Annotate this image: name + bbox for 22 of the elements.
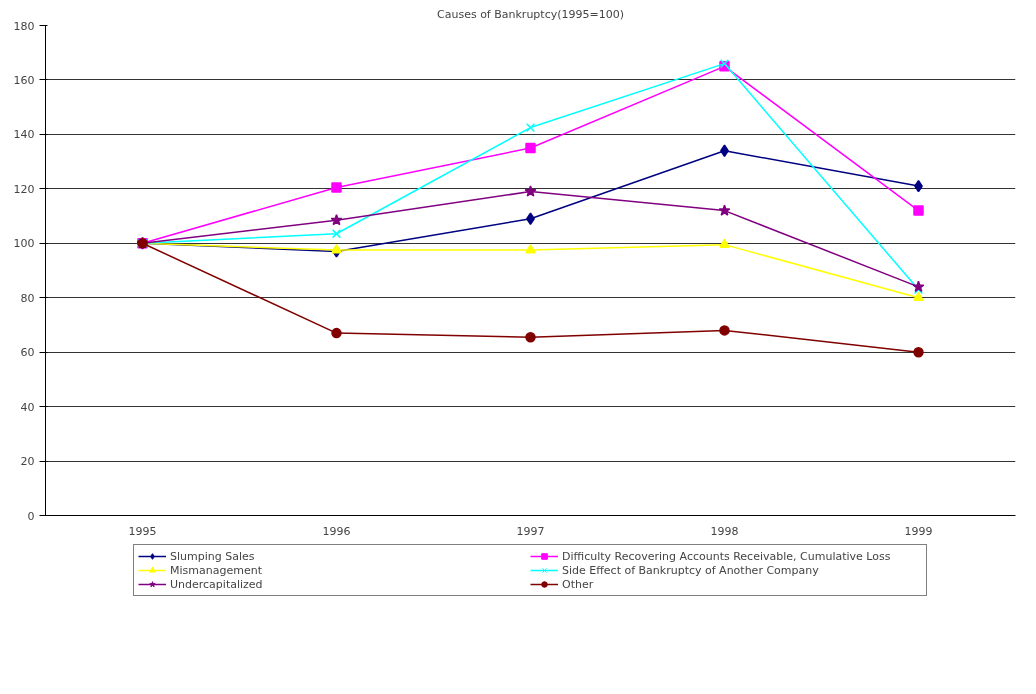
y-tick-label: 60 [20,346,35,360]
y-tick-label: 120 [13,182,35,196]
legend-label: Other [562,577,595,591]
y-tick-label: 140 [13,128,35,142]
legend-label: Difficulty Recovering Accounts Receivable, Cumulative Loss [562,549,892,563]
y-tick-label: 20 [20,455,35,469]
legend-label: Mismanagement [170,563,263,577]
x-tick-label: 1995 [128,524,157,538]
legend-label: Side Effect of Bankruptcy of Another Company [562,563,820,577]
x-tick-label: 1998 [710,524,739,538]
chart-title: Causes of Bankruptcy(1995=100) [437,7,624,21]
y-tick-label: 40 [20,400,35,414]
y-tick-label: 80 [20,291,35,305]
y-tick-label: 100 [13,237,35,251]
y-tick-label: 160 [13,73,35,87]
legend-label: Undercapitalized [170,577,264,591]
y-tick-label: 180 [13,19,35,33]
x-tick-label: 1997 [516,524,545,538]
x-tick-label: 1999 [904,524,933,538]
legend-label: Slumping Sales [170,549,256,563]
x-tick-label: 1996 [322,524,351,538]
y-tick-label: 0 [27,509,35,523]
